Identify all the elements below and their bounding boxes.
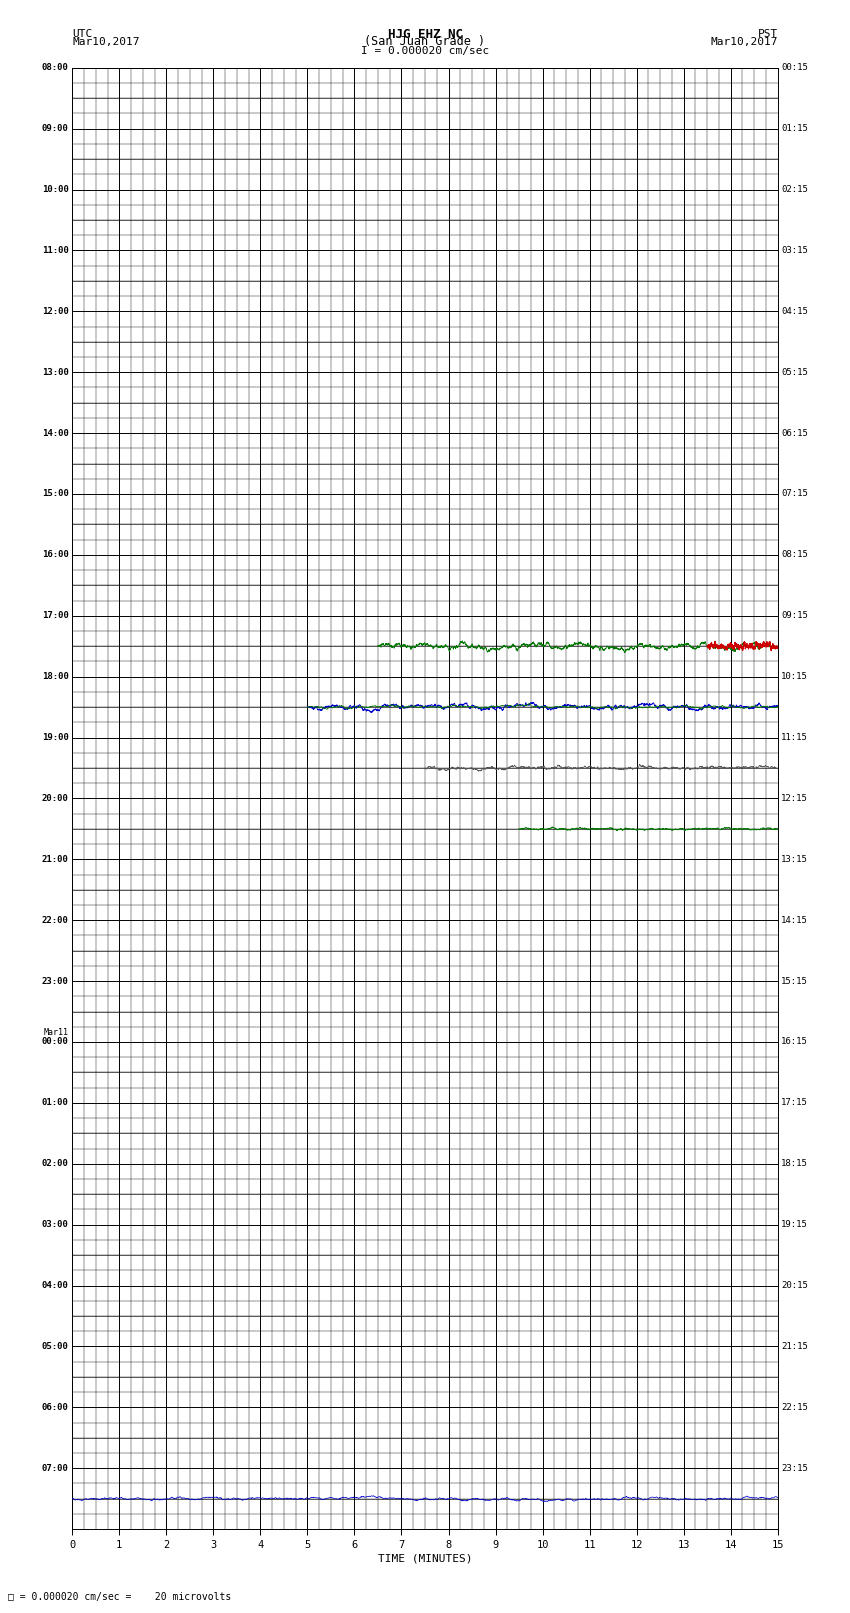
Text: 14:15: 14:15	[781, 916, 808, 924]
Text: 21:00: 21:00	[42, 855, 69, 865]
Text: 09:15: 09:15	[781, 611, 808, 621]
Text: 04:00: 04:00	[42, 1281, 69, 1290]
Text: 09:00: 09:00	[42, 124, 69, 134]
Text: 19:00: 19:00	[42, 732, 69, 742]
Text: □ = 0.000020 cm/sec =    20 microvolts: □ = 0.000020 cm/sec = 20 microvolts	[8, 1592, 232, 1602]
X-axis label: TIME (MINUTES): TIME (MINUTES)	[377, 1553, 473, 1563]
Text: 05:00: 05:00	[42, 1342, 69, 1352]
Text: 22:15: 22:15	[781, 1403, 808, 1411]
Text: 16:15: 16:15	[781, 1037, 808, 1047]
Text: (San Juan Grade ): (San Juan Grade )	[365, 35, 485, 48]
Text: 11:00: 11:00	[42, 245, 69, 255]
Text: 07:00: 07:00	[42, 1463, 69, 1473]
Text: 18:00: 18:00	[42, 673, 69, 681]
Text: 02:15: 02:15	[781, 185, 808, 194]
Text: 00:00: 00:00	[42, 1037, 69, 1047]
Text: 22:00: 22:00	[42, 916, 69, 924]
Text: 02:00: 02:00	[42, 1160, 69, 1168]
Text: I = 0.000020 cm/sec: I = 0.000020 cm/sec	[361, 47, 489, 56]
Text: PST: PST	[757, 29, 778, 39]
Text: 05:15: 05:15	[781, 368, 808, 377]
Text: 21:15: 21:15	[781, 1342, 808, 1352]
Text: 19:15: 19:15	[781, 1219, 808, 1229]
Text: 20:00: 20:00	[42, 794, 69, 803]
Text: Mar11: Mar11	[44, 1027, 69, 1037]
Text: 23:15: 23:15	[781, 1463, 808, 1473]
Text: Mar10,2017: Mar10,2017	[711, 37, 778, 47]
Text: Mar10,2017: Mar10,2017	[72, 37, 139, 47]
Text: 20:15: 20:15	[781, 1281, 808, 1290]
Text: 04:15: 04:15	[781, 306, 808, 316]
Text: 06:15: 06:15	[781, 429, 808, 437]
Text: HJG EHZ NC: HJG EHZ NC	[388, 27, 462, 40]
Text: 07:15: 07:15	[781, 489, 808, 498]
Text: 06:00: 06:00	[42, 1403, 69, 1411]
Text: 15:00: 15:00	[42, 489, 69, 498]
Text: 12:15: 12:15	[781, 794, 808, 803]
Text: 18:15: 18:15	[781, 1160, 808, 1168]
Text: 13:15: 13:15	[781, 855, 808, 865]
Text: 17:00: 17:00	[42, 611, 69, 621]
Text: 10:15: 10:15	[781, 673, 808, 681]
Text: 13:00: 13:00	[42, 368, 69, 377]
Text: 17:15: 17:15	[781, 1098, 808, 1108]
Text: 08:00: 08:00	[42, 63, 69, 73]
Text: 23:00: 23:00	[42, 976, 69, 986]
Text: 14:00: 14:00	[42, 429, 69, 437]
Text: 08:15: 08:15	[781, 550, 808, 560]
Text: 11:15: 11:15	[781, 732, 808, 742]
Text: 12:00: 12:00	[42, 306, 69, 316]
Text: 01:15: 01:15	[781, 124, 808, 134]
Text: 16:00: 16:00	[42, 550, 69, 560]
Text: 00:15: 00:15	[781, 63, 808, 73]
Text: 15:15: 15:15	[781, 976, 808, 986]
Text: 03:00: 03:00	[42, 1219, 69, 1229]
Text: 03:15: 03:15	[781, 245, 808, 255]
Text: 01:00: 01:00	[42, 1098, 69, 1108]
Text: UTC: UTC	[72, 29, 93, 39]
Text: 10:00: 10:00	[42, 185, 69, 194]
